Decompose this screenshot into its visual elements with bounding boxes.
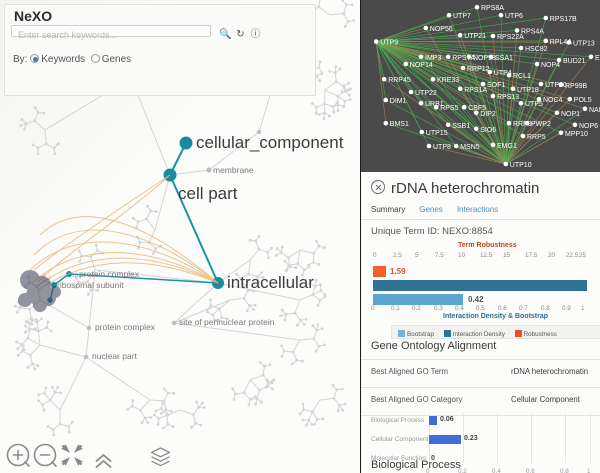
- svg-text:NAN1: NAN1: [589, 107, 600, 114]
- svg-text:NOP56: NOP56: [430, 26, 453, 33]
- svg-text:UTP21: UTP21: [464, 33, 486, 40]
- svg-text:RPS1A: RPS1A: [464, 87, 487, 94]
- svg-text:RRP12: RRP12: [467, 66, 490, 73]
- svg-text:SSA1: SSA1: [495, 55, 513, 62]
- svg-text:UTP7: UTP7: [453, 13, 471, 20]
- svg-text:RCL1: RCL1: [513, 73, 531, 80]
- svg-text:RRP9: RRP9: [513, 121, 532, 128]
- svg-text:KRE33: KRE33: [437, 77, 459, 84]
- svg-text:UTP13: UTP13: [573, 40, 595, 47]
- svg-text:MPP10: MPP10: [565, 131, 588, 138]
- svg-text:NOP4: NOP4: [541, 62, 560, 69]
- svg-text:RPL4A: RPL4A: [550, 39, 573, 46]
- svg-text:MSN5: MSN5: [460, 144, 480, 151]
- svg-text:NOP6: NOP6: [579, 123, 598, 130]
- svg-text:SIO6: SIO6: [480, 127, 496, 134]
- svg-text:UTP9: UTP9: [380, 40, 398, 47]
- svg-text:PWP2: PWP2: [531, 121, 551, 128]
- svg-text:ENP1: ENP1: [595, 55, 600, 62]
- svg-text:RPS8A: RPS8A: [481, 5, 504, 12]
- svg-text:SOF1: SOF1: [487, 82, 505, 89]
- svg-text:UTP20: UTP20: [545, 82, 567, 89]
- svg-text:RPS22A: RPS22A: [497, 34, 524, 41]
- svg-text:HSC82: HSC82: [525, 46, 548, 53]
- svg-text:RPS13: RPS13: [497, 94, 519, 101]
- svg-text:NOP58: NOP58: [473, 55, 496, 62]
- svg-text:NOC4: NOC4: [543, 97, 563, 104]
- svg-text:DIP2: DIP2: [480, 111, 496, 118]
- svg-text:UTP6: UTP6: [505, 13, 523, 20]
- svg-text:UTP8: UTP8: [433, 144, 451, 151]
- svg-text:UTP15: UTP15: [426, 130, 448, 137]
- svg-text:SSB1: SSB1: [452, 123, 470, 130]
- svg-text:RRP5: RRP5: [527, 134, 546, 141]
- svg-text:BMS1: BMS1: [390, 121, 409, 128]
- svg-text:IMP3: IMP3: [425, 55, 441, 62]
- svg-text:DIM1: DIM1: [390, 98, 407, 105]
- svg-text:UTP22: UTP22: [415, 90, 437, 97]
- svg-text:POL5: POL5: [574, 97, 592, 104]
- svg-text:RP99B: RP99B: [565, 83, 588, 90]
- svg-text:RPS17B: RPS17B: [550, 16, 577, 23]
- svg-text:BUD21: BUD21: [563, 58, 586, 65]
- svg-text:UTP5: UTP5: [525, 101, 543, 108]
- svg-text:RPS7A: RPS7A: [452, 55, 475, 62]
- svg-text:NOP1: NOP1: [561, 111, 580, 118]
- svg-text:RRP45: RRP45: [388, 77, 411, 84]
- svg-text:NOP14: NOP14: [410, 62, 433, 69]
- svg-text:UTP18: UTP18: [517, 87, 539, 94]
- svg-text:UTP10: UTP10: [510, 162, 532, 169]
- svg-text:RPS4A: RPS4A: [521, 28, 544, 35]
- svg-text:EMG1: EMG1: [497, 143, 517, 150]
- svg-text:UTP4: UTP4: [494, 70, 512, 77]
- svg-text:RPS5: RPS5: [440, 105, 458, 112]
